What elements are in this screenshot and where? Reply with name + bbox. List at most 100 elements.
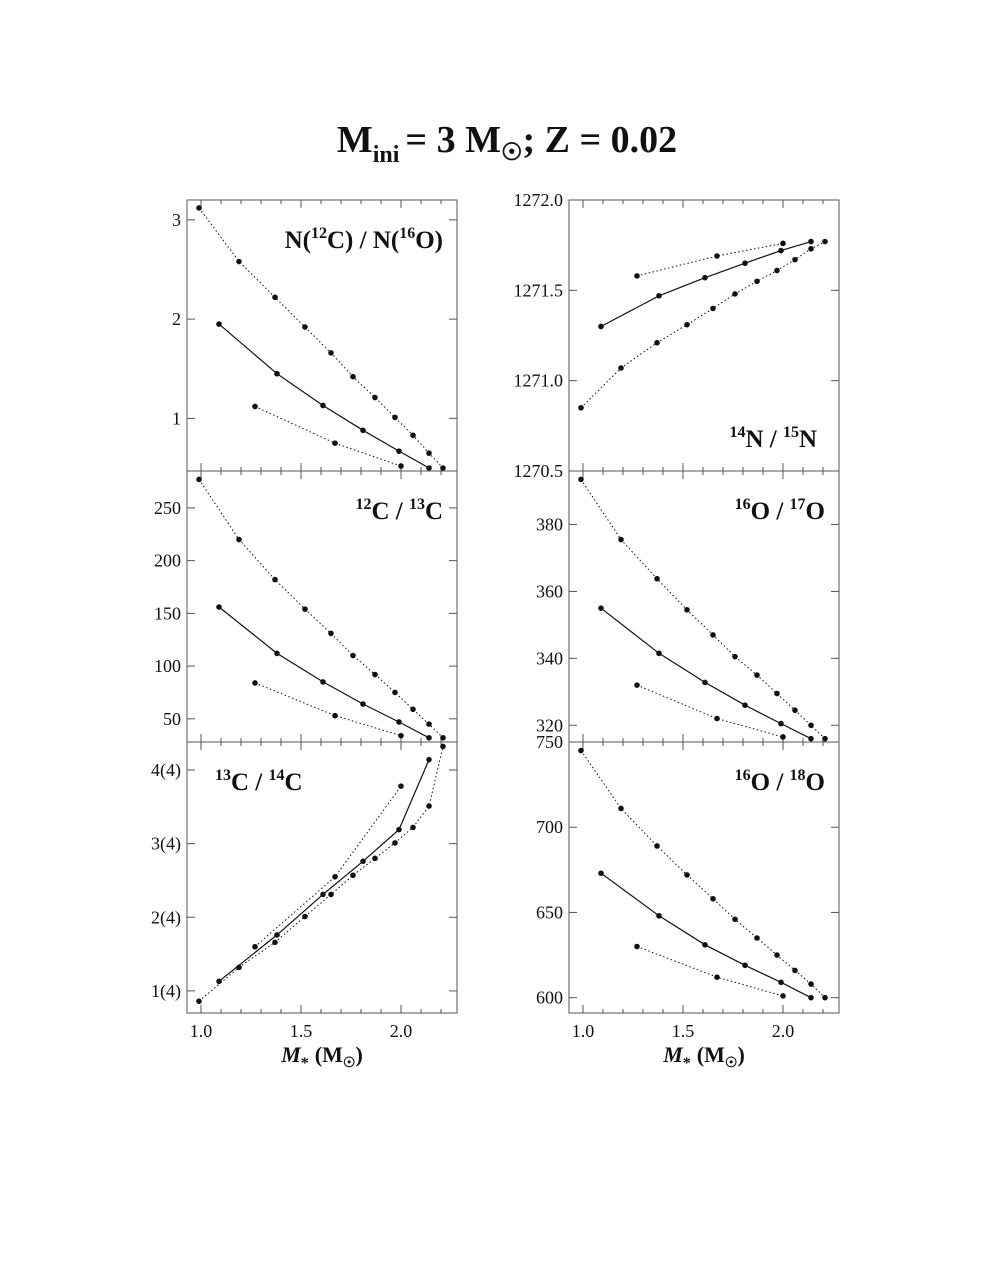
data-point xyxy=(392,840,398,846)
data-point xyxy=(274,932,280,938)
data-point xyxy=(396,448,402,454)
data-point xyxy=(618,365,624,371)
data-point xyxy=(654,843,660,849)
data-point xyxy=(684,872,690,878)
y-tick-label: 380 xyxy=(536,515,563,535)
label-text: O) xyxy=(415,227,443,254)
xlabel-star: * xyxy=(683,1055,691,1072)
data-point xyxy=(742,962,748,969)
data-point xyxy=(360,427,366,434)
xlabel-unit: (M xyxy=(697,1042,725,1067)
data-point xyxy=(372,394,378,401)
data-point xyxy=(360,701,366,707)
data-point xyxy=(440,734,446,741)
y-tick-label: 750 xyxy=(536,732,563,752)
y-tick-label: 320 xyxy=(536,715,563,735)
series-line-2 xyxy=(600,872,812,999)
panel-frame xyxy=(568,741,840,1014)
data-point xyxy=(732,916,738,923)
data-point xyxy=(598,605,604,611)
data-point xyxy=(350,652,356,659)
y-tick-label: 100 xyxy=(154,656,181,676)
x-tick-label: 1.0 xyxy=(190,1021,213,1041)
data-point xyxy=(426,721,432,727)
data-point xyxy=(578,476,584,483)
data-point xyxy=(274,650,280,657)
data-point xyxy=(216,321,222,327)
data-point xyxy=(410,824,416,831)
data-point xyxy=(350,373,356,380)
data-point xyxy=(808,722,814,729)
data-point xyxy=(754,935,760,941)
series-line-1 xyxy=(636,242,784,277)
xlabel-sun: ☉ xyxy=(343,1056,356,1071)
data-point xyxy=(272,294,278,301)
data-point xyxy=(702,679,708,686)
data-point xyxy=(252,680,258,686)
series-line-1 xyxy=(198,479,444,739)
y-tick-label: 650 xyxy=(536,902,563,922)
data-point xyxy=(272,939,278,946)
data-point xyxy=(236,258,242,265)
label-isotope: 14 xyxy=(269,767,285,784)
title-tail: ; Z = 0.02 xyxy=(522,119,677,161)
y-tick-label: 700 xyxy=(536,817,563,837)
label-text: O / xyxy=(751,498,790,525)
data-point xyxy=(714,974,720,981)
x-tick-label: 2.0 xyxy=(772,1021,795,1041)
data-point xyxy=(778,247,784,254)
title-subscript: ini xyxy=(373,142,400,168)
y-tick-label: 2 xyxy=(172,309,181,329)
xlabel-close: ) xyxy=(355,1042,362,1067)
x-tick-label: 1.5 xyxy=(290,1021,313,1041)
x-tick-label: 1.0 xyxy=(572,1021,595,1041)
panel-label: 16O / 18O xyxy=(735,767,825,796)
data-point xyxy=(196,476,202,483)
label-isotope: 16 xyxy=(735,767,751,784)
y-tick-label: 1272.0 xyxy=(514,190,564,210)
label-isotope: 13 xyxy=(215,767,231,784)
data-point xyxy=(778,979,784,986)
data-point xyxy=(598,870,604,877)
data-point xyxy=(780,734,786,740)
title-main: M xyxy=(337,119,373,161)
x-tick-label: 2.0 xyxy=(390,1021,413,1041)
y-tick-label: 3(4) xyxy=(151,834,181,855)
data-point xyxy=(808,981,814,987)
xlabel-m: M xyxy=(280,1042,302,1067)
data-point xyxy=(808,994,814,1001)
data-point xyxy=(302,606,308,612)
label-isotope: 16 xyxy=(399,225,415,242)
label-isotope: 13 xyxy=(409,496,425,513)
data-point xyxy=(578,404,584,411)
xlabel-star: * xyxy=(301,1055,309,1072)
y-tick-label: 200 xyxy=(154,551,181,571)
y-tick-label: 250 xyxy=(154,498,181,518)
y-tick-label: 600 xyxy=(536,988,563,1008)
y-tick-label: 150 xyxy=(154,603,181,623)
series-line-2 xyxy=(218,606,430,739)
label-text: N / xyxy=(745,426,783,453)
series-line-1 xyxy=(254,785,402,948)
label-text: O xyxy=(806,769,825,796)
data-point xyxy=(410,706,416,713)
label-isotope: 16 xyxy=(735,496,751,513)
data-point xyxy=(618,805,624,812)
label-text: C / xyxy=(231,769,269,796)
data-point xyxy=(822,994,828,1001)
data-point xyxy=(302,324,308,330)
x-axis-label-right: M* (M☉) xyxy=(662,1042,745,1072)
data-point xyxy=(634,943,640,950)
data-point xyxy=(684,607,690,613)
data-point xyxy=(398,732,404,739)
data-point xyxy=(618,536,624,543)
panel-label: 13C / 14C xyxy=(215,767,303,796)
label-isotope: 14 xyxy=(729,424,745,441)
panel-frame xyxy=(186,741,458,1014)
series-line-2 xyxy=(600,607,812,740)
data-point xyxy=(398,463,404,469)
label-text: N xyxy=(799,426,817,453)
label-isotope: 12 xyxy=(355,496,371,513)
data-point xyxy=(320,679,326,685)
